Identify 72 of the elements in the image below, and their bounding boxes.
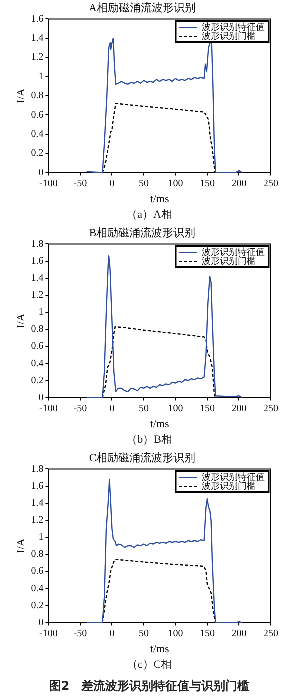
y-tick-label: 1.2 (31, 515, 44, 526)
legend-label: 波形识别特征值 (202, 22, 265, 32)
y-tick-label: 1.6 (31, 480, 44, 492)
x-axis-title: t/ms (150, 418, 170, 430)
x-tick-label: 100 (168, 628, 184, 640)
text: （b）B相 (126, 433, 174, 448)
caption: 图2 差流波形识别特征值与识别门槛 (48, 678, 251, 695)
y-tick-label: 0.2 (31, 148, 44, 160)
x-tick-label: 200 (232, 628, 247, 640)
text: （c）C相 (126, 658, 174, 673)
x-tick-label: -50 (74, 178, 88, 190)
y-tick-label: 1 (38, 532, 44, 544)
chart-title: A相励磁涌流波形识别 (89, 1, 196, 14)
x-tick-label: 50 (138, 628, 149, 640)
y-tick-label: 0.6 (31, 341, 44, 352)
y-tick-label: 0.8 (31, 90, 44, 102)
x-tick-label: 0 (110, 628, 115, 640)
legend-label: 波形识别门槛 (202, 256, 256, 266)
y-tick-label: 0.2 (31, 600, 44, 612)
y-tick-label: 0.8 (31, 324, 44, 336)
legend-label: 波形识别门槛 (202, 481, 256, 492)
y-tick-label: 0.4 (31, 129, 44, 140)
y-tick-label: 1.8 (31, 238, 44, 250)
y-axis-title: I/A (15, 88, 28, 104)
legend-label: 波形识别特征值 (202, 472, 265, 482)
legend-label: 波形识别特征值 (202, 247, 265, 258)
x-tick-label: 250 (264, 628, 278, 640)
y-tick-label: 1.6 (31, 256, 44, 267)
x-tick-label: -100 (40, 628, 58, 640)
x-axis-title: t/ms (150, 643, 170, 656)
legend-label: 波形识别门槛 (202, 31, 256, 42)
x-tick-label: -50 (74, 628, 88, 640)
y-tick-label: 0.6 (31, 566, 44, 578)
x-tick-label: 100 (168, 178, 184, 190)
y-tick-label: 0.4 (31, 583, 44, 594)
y-tick-label: 1.8 (31, 464, 44, 475)
chart-title: C相励磁涌流波形识别 (89, 451, 196, 464)
x-tick-label: 250 (264, 403, 278, 414)
x-tick-label: 250 (264, 178, 278, 190)
x-tick-label: -100 (40, 178, 58, 190)
y-tick-label: 1.2 (31, 290, 44, 302)
y-tick-label: 0.8 (31, 549, 44, 560)
y-axis-title: I/A (15, 538, 28, 554)
x-tick-label: 0 (110, 403, 115, 414)
y-axis-title: I/A (15, 314, 28, 328)
y-tick-label: 0 (38, 167, 44, 178)
y-tick-label: 1.2 (31, 52, 44, 64)
x-tick-label: 200 (232, 403, 247, 414)
y-tick-label: 1.4 (31, 272, 44, 284)
y-tick-label: 0.4 (31, 358, 44, 370)
y-tick-label: 1 (38, 307, 44, 318)
x-axis-title: t/ms (150, 193, 170, 206)
x-tick-label: 100 (168, 403, 184, 414)
x-tick-label: 200 (232, 178, 247, 190)
y-tick-label: 1.4 (31, 498, 44, 509)
y-tick-label: 1 (38, 71, 44, 82)
y-tick-label: 0 (38, 617, 44, 628)
y-tick-label: 0.2 (31, 375, 44, 386)
x-tick-label: -100 (40, 403, 58, 414)
x-tick-label: 150 (200, 178, 215, 190)
chart-title: B相励磁涌流波形识别 (89, 226, 196, 240)
x-tick-label: 0 (110, 178, 115, 190)
x-tick-label: 150 (200, 628, 215, 640)
x-tick-label: 150 (200, 403, 215, 414)
x-tick-label: 50 (138, 178, 149, 190)
y-tick-label: 1.4 (31, 33, 44, 44)
x-tick-label: 50 (138, 403, 149, 414)
y-tick-label: 1.6 (31, 14, 44, 25)
y-tick-label: 0 (38, 392, 44, 404)
x-tick-label: -50 (74, 403, 88, 414)
text: （a）A相 (126, 208, 174, 223)
y-tick-label: 0.6 (31, 110, 44, 121)
